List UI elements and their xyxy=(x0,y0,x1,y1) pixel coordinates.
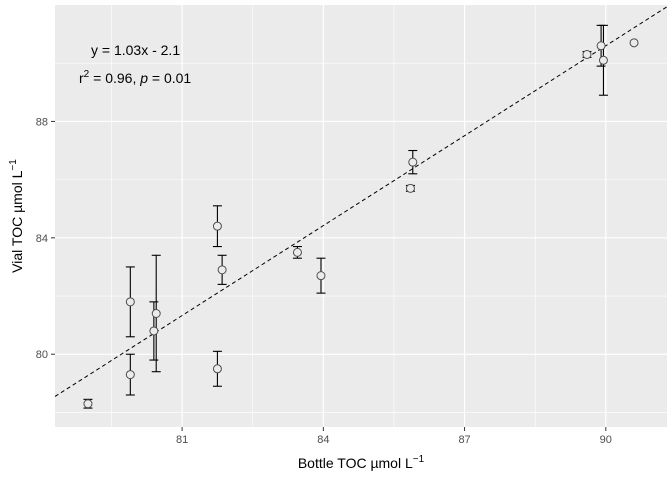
data-point xyxy=(212,221,222,231)
data-point xyxy=(292,247,302,257)
y-tick-label: 88 xyxy=(36,116,48,128)
minor-gridlines xyxy=(55,5,667,427)
x-tick-label: 81 xyxy=(176,434,188,446)
x-axis-title: Bottle TOC µmol L−1 xyxy=(298,454,425,471)
p-value: = 0.01 xyxy=(148,70,191,86)
y-axis-title-text: Vial TOC µmol L xyxy=(9,170,25,272)
data-points xyxy=(83,38,639,409)
r2-value: = 0.96, xyxy=(89,70,140,86)
data-point xyxy=(149,326,159,336)
data-point xyxy=(125,297,135,307)
x-tick-label: 84 xyxy=(317,434,329,446)
annotation-equation: y = 1.03x - 2.1 xyxy=(91,42,180,58)
y-tick-label: 80 xyxy=(36,349,48,361)
data-point xyxy=(83,399,93,409)
data-point xyxy=(212,364,222,374)
y-axis-title: Vial TOC µmol L−1 xyxy=(8,159,25,273)
data-point xyxy=(598,55,608,65)
panel-background xyxy=(55,5,667,427)
axis-ticks: 81 84 87 90 80 84 88 xyxy=(36,116,612,446)
data-point xyxy=(582,49,592,59)
data-point xyxy=(405,183,415,193)
x-tick-label: 90 xyxy=(600,434,612,446)
data-point xyxy=(217,265,227,275)
x-axis-title-sup: −1 xyxy=(413,454,425,465)
data-point xyxy=(125,370,135,380)
x-tick-label: 87 xyxy=(458,434,470,446)
y-axis-title-sup: −1 xyxy=(8,159,19,171)
major-gridlines xyxy=(55,5,667,427)
x-axis-title-text: Bottle TOC µmol L xyxy=(298,455,413,471)
p-label: p xyxy=(139,70,148,86)
r2-superscript: 2 xyxy=(84,69,90,80)
data-point xyxy=(316,271,326,281)
r2-prefix: r xyxy=(79,70,84,86)
y-tick-label: 84 xyxy=(36,233,48,245)
annotation-r2: r2 = 0.96, p = 0.01 xyxy=(79,69,191,86)
data-point xyxy=(629,38,639,48)
data-point xyxy=(151,308,161,318)
data-point xyxy=(408,157,418,167)
data-point xyxy=(596,41,606,51)
